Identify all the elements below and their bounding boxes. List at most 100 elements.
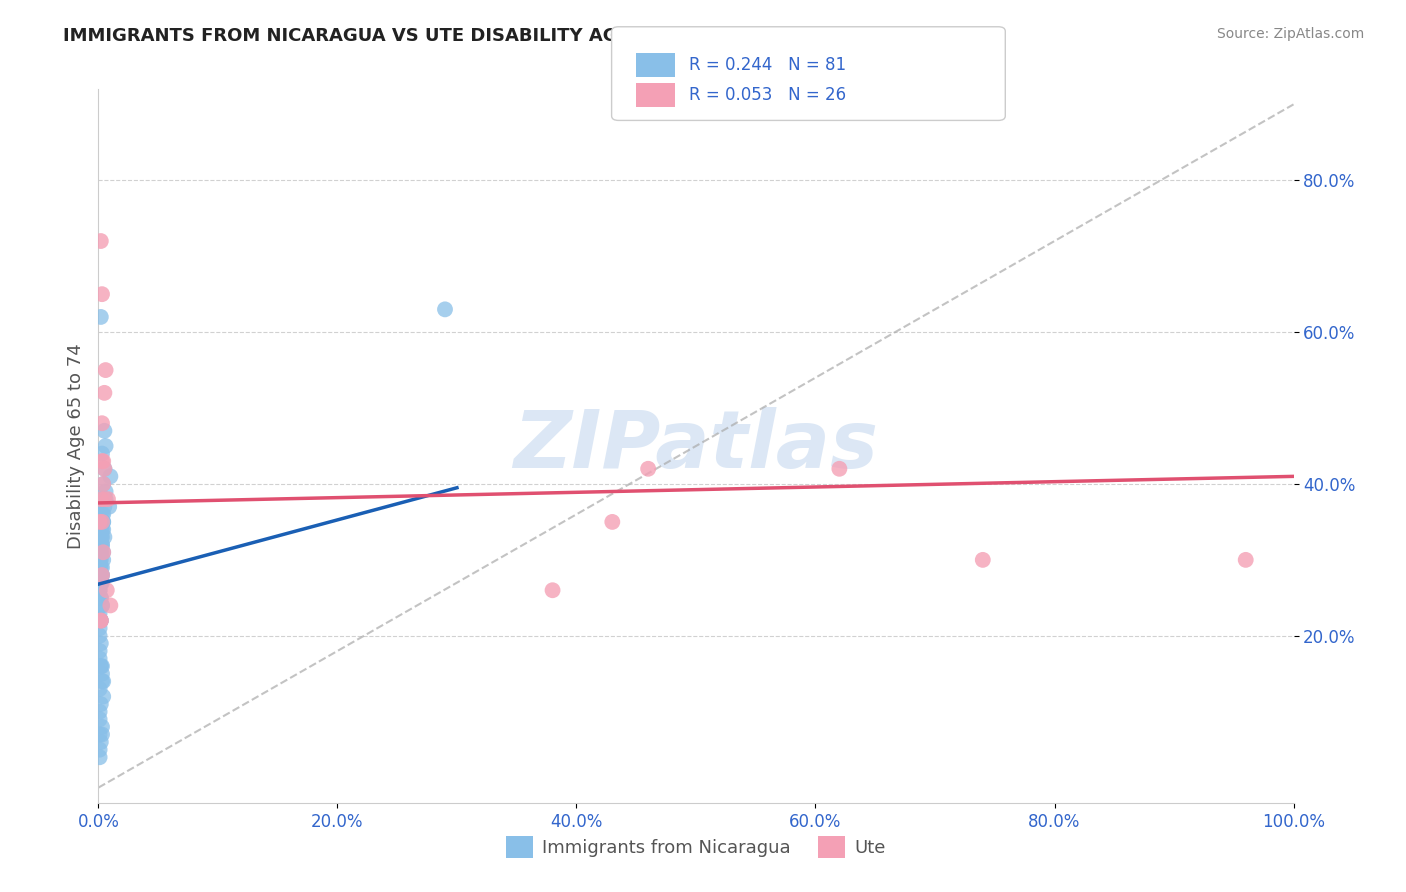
Text: R = 0.053   N = 26: R = 0.053 N = 26 bbox=[689, 86, 846, 103]
Point bbox=[89, 742, 111, 756]
Point bbox=[96, 583, 118, 598]
Point bbox=[89, 568, 111, 582]
Point bbox=[91, 727, 114, 741]
Point bbox=[93, 385, 115, 400]
Point bbox=[90, 614, 112, 628]
Point bbox=[91, 568, 114, 582]
Point bbox=[91, 568, 114, 582]
Point bbox=[89, 568, 111, 582]
Point bbox=[94, 492, 117, 507]
Point bbox=[93, 492, 115, 507]
Point bbox=[97, 492, 120, 507]
Point bbox=[89, 545, 111, 559]
Point bbox=[89, 621, 111, 635]
Point bbox=[89, 712, 111, 726]
Point bbox=[93, 530, 115, 544]
Point bbox=[89, 681, 111, 696]
Point bbox=[89, 583, 111, 598]
Point bbox=[91, 538, 114, 552]
Point bbox=[90, 575, 112, 590]
Point bbox=[90, 591, 112, 605]
Point bbox=[89, 560, 111, 574]
Point bbox=[972, 553, 994, 567]
Point bbox=[434, 302, 457, 317]
Point bbox=[89, 705, 111, 719]
Point bbox=[91, 508, 114, 522]
Point bbox=[1234, 553, 1257, 567]
Point bbox=[91, 545, 114, 559]
Point bbox=[91, 568, 114, 582]
Y-axis label: Disability Age 65 to 74: Disability Age 65 to 74 bbox=[66, 343, 84, 549]
Point bbox=[90, 523, 112, 537]
Point bbox=[91, 553, 114, 567]
Point bbox=[90, 545, 112, 559]
Point bbox=[91, 523, 114, 537]
Point bbox=[91, 454, 114, 468]
Point bbox=[91, 599, 114, 613]
Point bbox=[91, 416, 114, 430]
Point bbox=[91, 674, 114, 689]
Point bbox=[91, 674, 114, 689]
Text: ZIPatlas: ZIPatlas bbox=[513, 407, 879, 485]
Point bbox=[91, 599, 114, 613]
Point bbox=[90, 614, 112, 628]
Point bbox=[91, 515, 114, 529]
Point bbox=[89, 553, 111, 567]
Point bbox=[91, 515, 114, 529]
Point bbox=[91, 492, 114, 507]
Point bbox=[91, 538, 114, 552]
Point bbox=[90, 560, 112, 574]
Point bbox=[98, 500, 121, 514]
Point bbox=[89, 651, 111, 665]
Point bbox=[89, 606, 111, 620]
Point bbox=[90, 234, 112, 248]
Point bbox=[90, 568, 112, 582]
Point bbox=[91, 454, 114, 468]
Point bbox=[89, 508, 111, 522]
Point bbox=[602, 515, 624, 529]
Point bbox=[89, 553, 111, 567]
Point bbox=[90, 636, 112, 650]
Point bbox=[89, 538, 111, 552]
Point bbox=[89, 515, 111, 529]
Point bbox=[93, 462, 115, 476]
Point bbox=[91, 575, 114, 590]
Point bbox=[91, 447, 114, 461]
Point bbox=[541, 583, 564, 598]
Point bbox=[637, 462, 659, 476]
Point bbox=[90, 515, 112, 529]
Point bbox=[93, 500, 115, 514]
Text: R = 0.244   N = 81: R = 0.244 N = 81 bbox=[689, 56, 846, 74]
Point bbox=[89, 530, 111, 544]
Point bbox=[91, 477, 114, 491]
Point bbox=[90, 492, 112, 507]
Point bbox=[89, 727, 111, 741]
Legend: Immigrants from Nicaragua, Ute: Immigrants from Nicaragua, Ute bbox=[499, 829, 893, 865]
Point bbox=[90, 697, 112, 711]
Point bbox=[91, 545, 114, 559]
Point bbox=[94, 484, 117, 499]
Point bbox=[90, 515, 112, 529]
Point bbox=[89, 583, 111, 598]
Point bbox=[91, 690, 114, 704]
Point bbox=[94, 363, 117, 377]
Point bbox=[91, 515, 114, 529]
Point bbox=[91, 666, 114, 681]
Point bbox=[91, 560, 114, 574]
Point bbox=[90, 545, 112, 559]
Point bbox=[89, 560, 111, 574]
Text: Source: ZipAtlas.com: Source: ZipAtlas.com bbox=[1216, 27, 1364, 41]
Point bbox=[91, 508, 114, 522]
Point bbox=[828, 462, 851, 476]
Point bbox=[90, 659, 112, 673]
Point bbox=[98, 469, 122, 483]
Point bbox=[94, 439, 117, 453]
Point bbox=[93, 424, 115, 438]
Point bbox=[91, 720, 114, 734]
Point bbox=[91, 477, 114, 491]
Point bbox=[89, 750, 111, 764]
Point bbox=[91, 287, 114, 301]
Point bbox=[90, 538, 112, 552]
Point bbox=[89, 575, 111, 590]
Point bbox=[91, 523, 114, 537]
